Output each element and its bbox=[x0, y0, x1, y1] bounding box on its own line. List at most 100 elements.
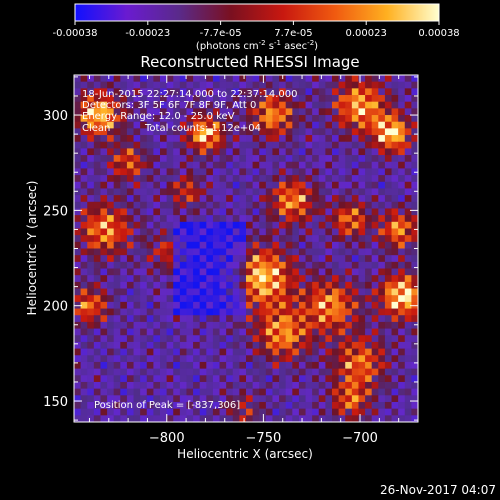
heatmap-cell bbox=[186, 181, 194, 189]
heatmap-cell bbox=[246, 301, 254, 309]
heatmap-cell bbox=[206, 315, 214, 323]
heatmap-cell bbox=[232, 261, 240, 269]
heatmap-cell bbox=[279, 248, 287, 256]
heatmap-cell bbox=[219, 88, 227, 96]
heatmap-cell bbox=[166, 88, 174, 96]
heatmap-cell bbox=[259, 115, 267, 123]
heatmap-cell bbox=[318, 335, 326, 343]
heatmap-cell bbox=[318, 381, 326, 390]
heatmap-cell bbox=[166, 148, 174, 156]
heatmap-cell bbox=[80, 208, 88, 216]
heatmap-cell bbox=[298, 208, 306, 216]
heatmap-cell bbox=[133, 261, 141, 269]
heatmap-cell bbox=[345, 168, 353, 176]
heatmap-cell bbox=[259, 295, 267, 303]
heatmap-cell bbox=[325, 341, 333, 349]
heatmap-cell bbox=[285, 175, 293, 183]
colorbar-tick-label: -0.00038 bbox=[53, 28, 98, 39]
heatmap-cell bbox=[232, 355, 240, 363]
heatmap-cell bbox=[378, 81, 386, 89]
heatmap-cell bbox=[325, 201, 333, 209]
heatmap-cell bbox=[312, 388, 320, 396]
heatmap-cell bbox=[285, 341, 293, 349]
heatmap-cell bbox=[100, 248, 108, 256]
heatmap-cell bbox=[199, 135, 207, 143]
heatmap-cell bbox=[259, 395, 267, 403]
heatmap-cell bbox=[272, 141, 280, 149]
heatmap-cell bbox=[206, 148, 214, 156]
heatmap-cell bbox=[398, 295, 406, 303]
heatmap-cell bbox=[226, 108, 234, 116]
heatmap-cell bbox=[285, 301, 293, 309]
heatmap-cell bbox=[292, 181, 300, 189]
heatmap-cell bbox=[126, 228, 134, 236]
heatmap-cell bbox=[265, 301, 273, 309]
heatmap-cell bbox=[107, 341, 115, 349]
heatmap-cell bbox=[338, 161, 346, 169]
heatmap-cell bbox=[160, 395, 168, 403]
heatmap-cell bbox=[120, 195, 128, 203]
heatmap-cell bbox=[186, 355, 194, 363]
heatmap-cell bbox=[391, 108, 399, 116]
heatmap-cell bbox=[292, 281, 300, 289]
heatmap-cell bbox=[173, 201, 181, 209]
heatmap-cell bbox=[126, 415, 134, 423]
heatmap-cell bbox=[345, 208, 353, 216]
heatmap-cell bbox=[113, 335, 121, 343]
heatmap-cell bbox=[146, 355, 154, 363]
heatmap-cell bbox=[365, 388, 373, 396]
heatmap-cell bbox=[246, 415, 254, 423]
heatmap-cell bbox=[305, 148, 313, 156]
heatmap-cell bbox=[259, 248, 267, 256]
heatmap-cell bbox=[338, 141, 346, 149]
heatmap-cell bbox=[179, 81, 187, 89]
heatmap-cell bbox=[272, 188, 280, 196]
heatmap-cell bbox=[140, 408, 148, 416]
heatmap-cell bbox=[146, 328, 154, 336]
heatmap-cell bbox=[358, 215, 366, 223]
heatmap-cell bbox=[140, 188, 148, 196]
heatmap-cell bbox=[371, 381, 379, 390]
heatmap-cell bbox=[298, 188, 306, 196]
heatmap-cell bbox=[232, 248, 240, 256]
heatmap-cell bbox=[74, 261, 82, 269]
heatmap-cell bbox=[74, 215, 82, 223]
heatmap-cell bbox=[312, 415, 320, 423]
heatmap-cell bbox=[246, 181, 254, 189]
heatmap-cell bbox=[358, 288, 366, 296]
heatmap-cell bbox=[193, 228, 201, 236]
heatmap-cell bbox=[398, 381, 406, 390]
heatmap-cell bbox=[265, 115, 273, 123]
heatmap-cell bbox=[338, 221, 346, 229]
heatmap-cell bbox=[332, 408, 340, 416]
colorbar bbox=[74, 3, 440, 22]
heatmap-cell bbox=[113, 188, 121, 196]
heatmap-cell bbox=[365, 235, 373, 243]
heatmap-cell bbox=[325, 401, 333, 410]
heatmap-cell bbox=[120, 221, 128, 229]
heatmap-cell bbox=[279, 108, 287, 116]
heatmap-cell bbox=[298, 335, 306, 343]
heatmap-cell bbox=[312, 108, 320, 116]
heatmap-cell bbox=[87, 361, 95, 370]
heatmap-cell bbox=[100, 115, 108, 123]
heatmap-cell bbox=[279, 148, 287, 156]
heatmap-cell bbox=[133, 75, 141, 83]
heatmap-cell bbox=[199, 388, 207, 396]
heatmap-cell bbox=[239, 81, 247, 89]
heatmap-cell bbox=[120, 155, 128, 163]
heatmap-cell bbox=[259, 101, 267, 109]
heatmap-cell bbox=[365, 115, 373, 123]
heatmap-cell bbox=[318, 88, 326, 96]
heatmap-cell bbox=[232, 308, 240, 316]
heatmap-cell bbox=[173, 388, 181, 396]
heatmap-cell bbox=[153, 401, 161, 410]
heatmap-cell bbox=[365, 195, 373, 203]
heatmap-cell bbox=[265, 88, 273, 96]
heatmap-cell bbox=[107, 195, 115, 203]
heatmap-cell bbox=[325, 321, 333, 329]
heatmap-cell bbox=[186, 121, 194, 129]
heatmap-cell bbox=[219, 401, 227, 410]
heatmap-cell bbox=[74, 128, 82, 136]
heatmap-cell bbox=[378, 221, 386, 229]
